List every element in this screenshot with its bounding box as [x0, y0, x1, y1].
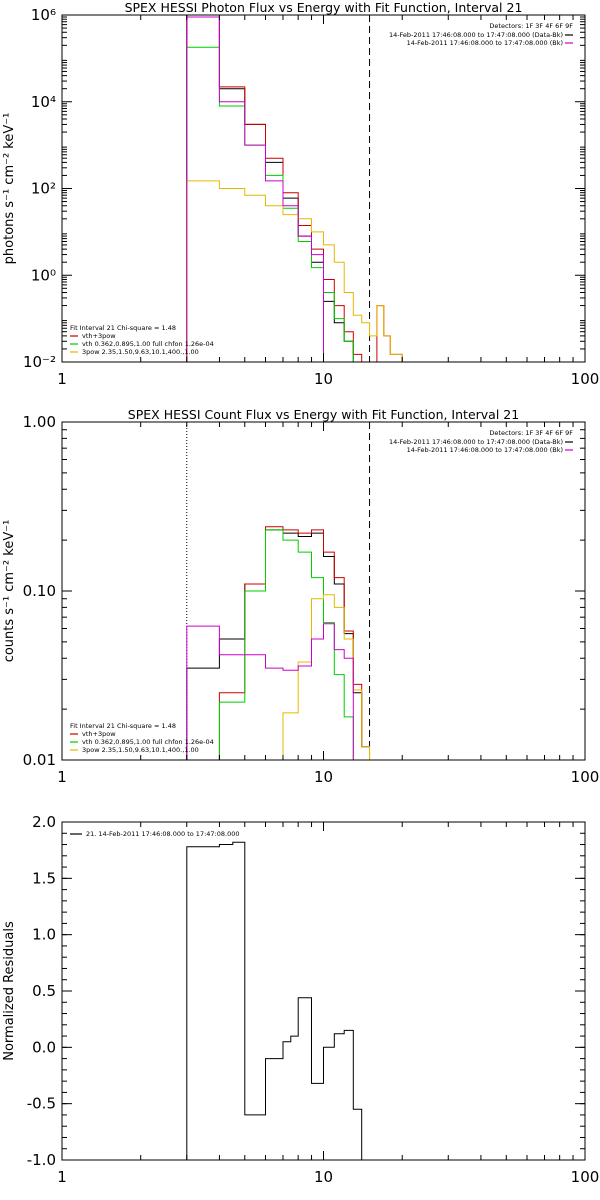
legend-entry-label: 3pow 2.35,1.50,9.63,10.1,400.,1.00 — [82, 746, 199, 754]
series-line-5 — [186, 623, 354, 760]
series-line-1 — [186, 841, 370, 1160]
x-tick-label: 1 — [57, 370, 67, 388]
y-tick-label: 10⁶ — [31, 6, 56, 24]
x-tick-label: 10 — [314, 768, 333, 786]
y-tick-label: 1.00 — [23, 413, 56, 431]
y-tick-label: 0.01 — [23, 751, 56, 769]
y-tick-label: 1.5 — [32, 869, 56, 887]
legend-header: Detectors: 1F 3F 4F 6F 9F — [489, 22, 573, 30]
y-axis-label: photons s⁻¹ cm⁻² keV⁻¹ — [2, 113, 17, 265]
legend-header: Detectors: 1F 3F 4F 6F 9F — [489, 429, 573, 437]
series-line-4 — [186, 180, 403, 362]
x-tick-label: 10 — [314, 1168, 333, 1186]
y-tick-label: 0.5 — [32, 982, 56, 1000]
series-line-3 — [186, 529, 370, 760]
series-line-3 — [186, 46, 370, 362]
y-tick-label: 0.10 — [23, 582, 56, 600]
series-group — [186, 841, 370, 1160]
legend-header: Fit Interval 21 Chi-square = 1.48 — [70, 722, 176, 730]
x-tick-label: 100 — [571, 768, 600, 786]
legend-entry-label: vth 0.362,0.895,1.00 full chfon 1.26e-04 — [82, 738, 214, 746]
chart-panel-1: 1 10 100 10⁻² 10⁰ 10² 10⁴ 10⁶ SPEX HESSI Photon … — [2, 0, 599, 388]
y-tick-label: 1.0 — [32, 926, 56, 944]
series-line-4 — [244, 594, 377, 760]
series-line-5 — [186, 16, 324, 362]
chart-title: SPEX HESSI Count Flux vs Energy with Fit… — [128, 407, 519, 422]
legend-entry-label: 21. 14-Feb-2011 17:46:08.000 to 17:47:08… — [86, 830, 239, 838]
y-tick-label: 10⁻² — [23, 353, 56, 371]
legend-entry-label: 14-Feb-2011 17:46:08.000 to 17:47:08.000… — [407, 39, 563, 47]
series-line-2 — [186, 526, 377, 760]
plot-frame — [61, 821, 586, 1161]
x-tick-label: 10 — [314, 370, 333, 388]
legend-entry-label: vth 0.362,0.895,1.00 full chfon 1.26e-04 — [82, 340, 214, 348]
y-tick-label: 0.0 — [32, 1038, 56, 1056]
chart-panel-2: 1 10 100 0.01 0.10 1.00 SPEX HESSI Count Flux … — [2, 407, 599, 786]
y-tick-label: -1.0 — [27, 1151, 56, 1169]
legend-entry-label: 14-Feb-2011 17:46:08.000 to 17:47:08.000… — [389, 31, 563, 39]
legend-entry-label: vth+3pow — [82, 332, 116, 340]
legend-header: Fit Interval 21 Chi-square = 1.48 — [70, 324, 176, 332]
y-tick-label: -0.5 — [27, 1095, 56, 1113]
y-axis-label: counts s⁻¹ cm⁻² keV⁻¹ — [2, 520, 17, 663]
x-tick-label: 1 — [57, 1168, 67, 1186]
series-line-1 — [186, 529, 370, 760]
y-tick-label: 10⁴ — [31, 93, 56, 111]
x-tick-label: 100 — [571, 1168, 600, 1186]
legend-entry-label: 14-Feb-2011 17:46:08.000 to 17:47:08.000… — [407, 446, 563, 454]
y-tick-label: 10⁰ — [31, 266, 56, 284]
y-tick-label: 2.0 — [32, 813, 56, 831]
chart-panel-3: 1 10 100 -1.0 -0.5 0.0 0.5 1.0 1.5 2.0 Normalized … — [2, 813, 599, 1186]
series-line-1 — [186, 16, 370, 362]
legend-entry-label: vth+3pow — [82, 730, 116, 738]
x-tick-label: 100 — [571, 370, 600, 388]
y-tick-label: 10² — [31, 180, 56, 198]
series-group — [186, 15, 403, 362]
legend-entry-label: 3pow 2.35,1.50,9.63,10.1,400.,1.00 — [82, 348, 199, 356]
x-tick-label: 1 — [57, 768, 67, 786]
series-group — [186, 526, 377, 760]
chart-title: SPEX HESSI Photon Flux vs Energy with Fi… — [125, 0, 523, 15]
legend-entry-label: 14-Feb-2011 17:46:08.000 to 17:47:08.000… — [389, 438, 563, 446]
y-axis-label: Normalized Residuals — [2, 921, 17, 1061]
